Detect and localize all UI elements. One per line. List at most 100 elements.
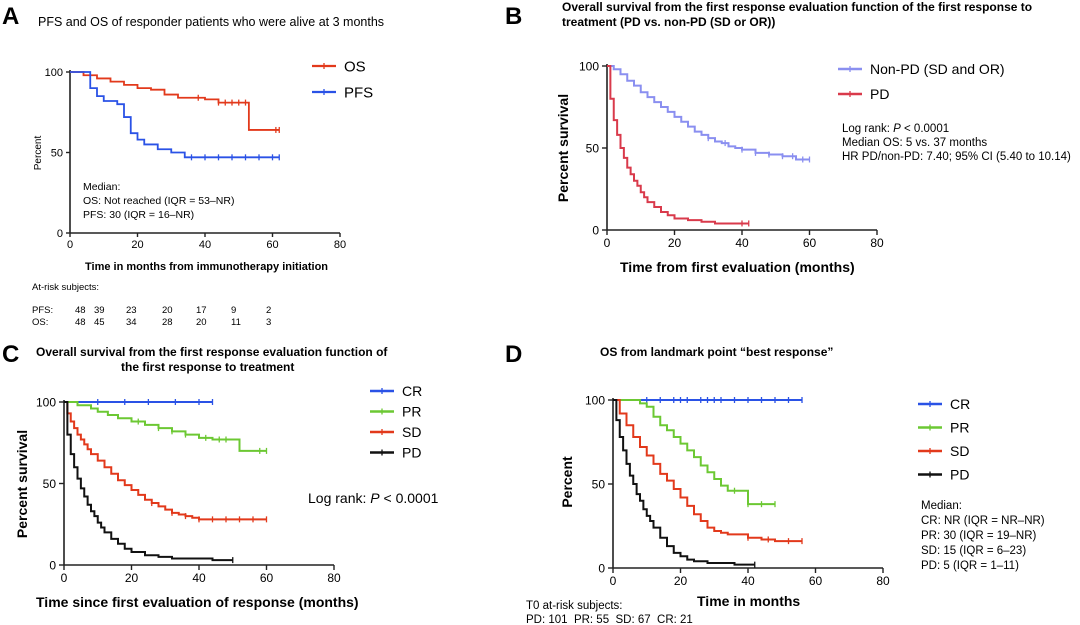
x-tick-label: 60 [266,239,278,251]
x-tick-label: 40 [741,574,755,588]
panel-c-ylabel: Percent survival [14,430,30,538]
at-risk-value: 20 [196,317,207,328]
at-risk-value: 34 [126,317,137,328]
at-risk-os-values: 48 45 34 28 20 11 3 [75,317,271,328]
y-tick-label: 0 [57,228,63,240]
panel-b-plot: 0 20 40 60 80 0 50 100 Non-PD (SD and OR) PD [579,59,1005,250]
panel-d-median-line: CR: NR (IQR = NR–NR) [921,515,1045,527]
panel-d-xlabel: Time in months [697,593,800,609]
x-tick-label: 20 [674,574,688,588]
legend-label: PR [950,420,969,436]
at-risk-heading: At-risk subjects: [32,282,99,293]
y-tick-label: 50 [586,141,600,155]
panel-d-median-line: SD: 15 (IQR = 6–23) [921,545,1026,557]
series-pr-curve [613,399,775,506]
legend: Non-PD (SD and OR) PD [838,61,1005,102]
x-tick-label: 80 [327,571,341,585]
x-tick-label: 40 [735,236,749,250]
series-pd-curve [613,399,755,566]
panel-a: A PFS and OS of responder patients who w… [2,3,384,328]
legend-label: PFS [344,84,373,101]
y-tick-label: 100 [36,395,56,409]
panel-d-median-line: Median: [921,500,962,512]
at-risk-value: 48 [75,305,86,316]
panel-a-letter: A [2,3,19,30]
at-risk-value: 2 [266,305,271,316]
x-tick-label: 20 [131,239,143,251]
legend: CR PR SD PD [918,396,970,483]
series-non-pd-sd-and-or--curve [607,65,810,161]
x-tick-label: 20 [668,236,682,250]
at-risk-value: 17 [196,305,207,316]
series-pfs-curve [70,71,280,159]
legend-label: PD [950,467,969,483]
at-risk-value: 28 [162,317,173,328]
panel-a-ylabel: Percent [33,136,44,171]
panel-b-title-line: treatment (PD vs. non-PD (SD or OR)) [562,15,775,29]
x-tick-label: 80 [334,239,346,251]
panel-a-median-line: Median: [83,181,120,193]
at-risk-row-label: OS: [32,317,48,328]
legend: OS PFS [312,58,373,101]
x-tick-label: 60 [260,571,274,585]
panel-d-ylabel: Percent [559,456,575,508]
panel-b-xlabel: Time from first evaluation (months) [620,259,855,275]
panel-b-annotation-line: Log rank: P < 0.0001 [842,123,949,135]
at-risk-value: 23 [126,305,137,316]
panel-c-title-line: Overall survival from the first response… [36,345,388,359]
panel-c-title-line: the first response to treatment [121,360,294,374]
panel-a-plot: 0 20 40 60 80 0 50 100 OS PFS [45,58,374,251]
panel-d-at-risk-line: PD: 101 PR: 55 SD: 67 CR: 21 [526,614,693,625]
y-tick-label: 100 [585,393,605,407]
x-tick-label: 60 [809,574,823,588]
panel-c-xlabel: Time since first evaluation of response … [36,594,359,610]
panel-d-median-line: PR: 30 (IQR = 19–NR) [921,530,1037,542]
legend-label: SD [950,443,969,459]
x-tick-label: 80 [876,574,890,588]
x-tick-label: 40 [199,239,211,251]
panel-a-median-line: OS: Not reached (IQR = 53–NR) [83,195,234,207]
panel-d-title: OS from landmark point “best response” [600,345,833,359]
panel-b-title-line: Overall survival from the first response… [562,0,1032,14]
at-risk-pfs-values: 48 39 23 20 17 9 2 [75,305,271,316]
y-tick-label: 0 [49,558,56,572]
x-tick-label: 60 [803,236,817,250]
panel-d-plot: 0 20 40 60 80 0 50 100 CR PR SD PD [585,393,970,588]
panel-a-median: Median: OS: Not reached (IQR = 53–NR) PF… [83,181,234,221]
series-pd-curve [607,65,749,225]
legend-label: SD [402,424,421,440]
panel-a-title: PFS and OS of responder patients who wer… [38,15,384,29]
panel-d-median: Median: CR: NR (IQR = NR–NR) PR: 30 (IQR… [921,500,1045,572]
panel-c-annotation: Log rank: P < 0.0001 [308,490,439,506]
panel-a-xlabel: Time in months from immunotherapy initia… [85,261,328,273]
series-os-curve [70,71,280,131]
series-pd-curve [64,401,233,562]
series-sd-curve [613,399,802,543]
series-pr-curve [64,401,267,452]
series-sd-curve [64,401,267,521]
y-tick-label: 0 [592,223,599,237]
panel-b-annotation-line: HR PD/non-PD: 7.40; 95% CI (5.40 to 10.1… [842,151,1071,163]
y-tick-label: 50 [51,147,63,159]
at-risk-row-label: PFS: [32,305,53,316]
legend-label: OS [344,58,366,75]
at-risk-value: 3 [266,317,271,328]
x-tick-label: 20 [125,571,139,585]
y-tick-label: 50 [592,477,606,491]
x-tick-label: 0 [610,574,617,588]
panel-b-annotation-line: Median OS: 5 vs. 37 months [842,137,987,149]
panel-c-plot: 0 20 40 60 80 0 50 100 CR PR SD PD [36,383,422,585]
legend-label: PD [870,86,889,102]
panel-d-at-risk-heading: T0 at-risk subjects: [526,600,623,612]
at-risk-value: 9 [231,305,236,316]
legend-label: PD [402,445,421,461]
y-tick-label: 100 [579,59,599,73]
panel-c-letter: C [2,341,19,368]
x-tick-label: 0 [67,239,73,251]
at-risk-value: 48 [75,317,86,328]
panel-b-letter: B [505,3,522,30]
legend-label: PR [402,404,421,420]
x-tick-label: 40 [192,571,206,585]
at-risk-value: 45 [94,317,105,328]
y-tick-label: 50 [43,477,57,491]
